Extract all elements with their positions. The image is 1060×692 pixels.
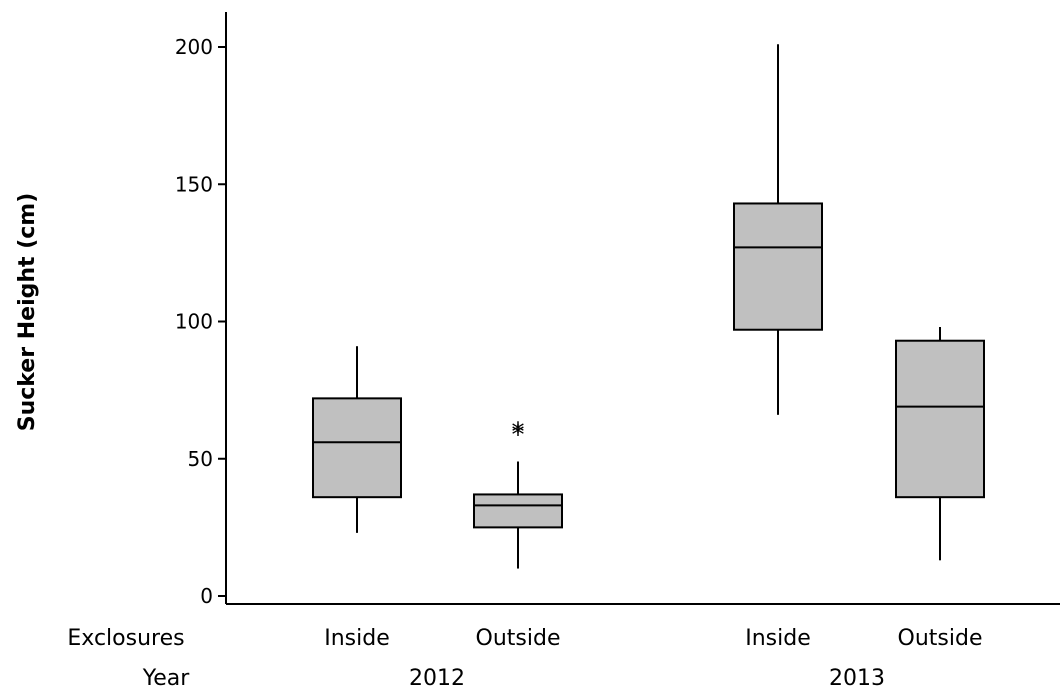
y-tick-label: 100 bbox=[175, 310, 213, 334]
axes bbox=[225, 12, 1060, 605]
year-row-label: Year bbox=[142, 666, 191, 691]
outlier-marker: * bbox=[512, 418, 525, 448]
year-label: 2012 bbox=[409, 666, 465, 691]
y-axis-label: Sucker Height (cm) bbox=[15, 193, 40, 432]
outlier-marker: * bbox=[512, 420, 525, 450]
y-tick-label: 200 bbox=[175, 35, 213, 59]
y-tick-label: 150 bbox=[175, 172, 213, 196]
iqr-box bbox=[473, 493, 563, 529]
exclosure-label: Outside bbox=[898, 626, 983, 651]
y-tick-label: 50 bbox=[188, 447, 213, 471]
exclosures-row-label: Exclosures bbox=[67, 626, 184, 651]
box-group bbox=[312, 346, 402, 533]
boxes: ** bbox=[312, 44, 985, 569]
iqr-box bbox=[733, 202, 823, 331]
exclosure-label: Outside bbox=[476, 626, 561, 651]
exclosure-label: Inside bbox=[745, 626, 811, 651]
exclosure-label: Inside bbox=[324, 626, 390, 651]
box-group bbox=[733, 44, 823, 415]
x-labels: Exclosures Year Inside Outside Inside Outside… bbox=[67, 626, 982, 691]
box-group bbox=[895, 326, 985, 561]
year-label: 2013 bbox=[829, 666, 885, 691]
box-group: ** bbox=[473, 418, 563, 569]
iqr-box bbox=[312, 397, 402, 499]
y-tick-label: 0 bbox=[200, 584, 213, 608]
iqr-box bbox=[895, 339, 985, 499]
y-ticks: 0 50 100 150 200 bbox=[175, 35, 226, 608]
